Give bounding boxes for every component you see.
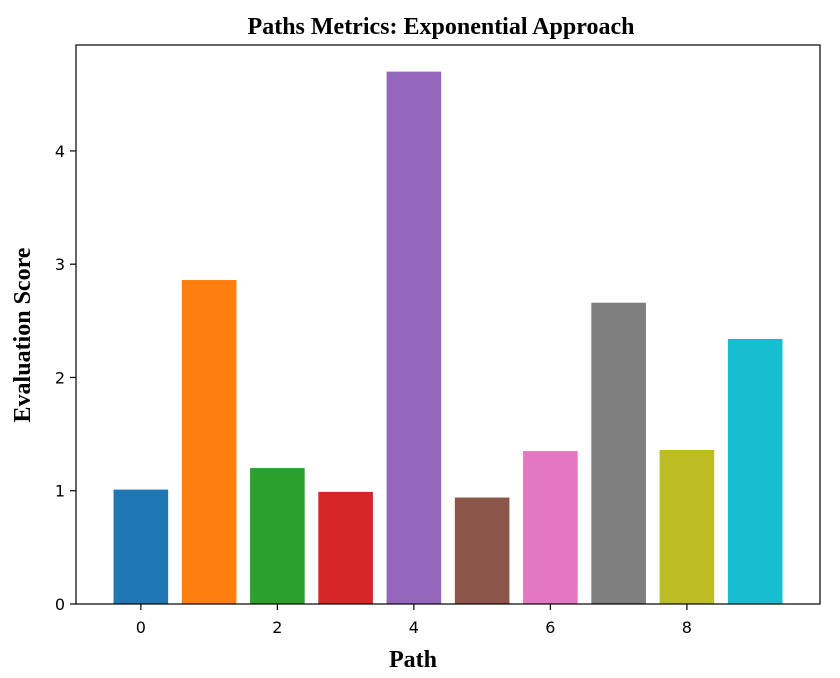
x-axis-ticks: 0 2 4 6 8 bbox=[136, 604, 692, 637]
bar-path-7 bbox=[591, 302, 646, 604]
plot-frame bbox=[75, 44, 821, 605]
bar-path-6 bbox=[523, 451, 578, 604]
chart-title: Paths Metrics: Exponential Approach bbox=[248, 14, 635, 40]
y-tick-label-0: 0 bbox=[55, 595, 65, 614]
y-tick-label-2: 2 bbox=[55, 368, 65, 387]
x-tick-label-8: 8 bbox=[682, 618, 692, 637]
y-axis-ticks: 0 1 2 3 4 bbox=[55, 142, 76, 614]
bar-path-4 bbox=[386, 71, 442, 605]
y-tick-label-3: 3 bbox=[55, 255, 65, 274]
y-axis-label: Evaluation Score bbox=[10, 247, 36, 422]
bar-path-3 bbox=[318, 491, 373, 604]
bar-path-0 bbox=[113, 489, 169, 604]
x-tick-label-0: 0 bbox=[136, 618, 146, 637]
bar-path-5 bbox=[454, 497, 510, 604]
y-tick-label-1: 1 bbox=[55, 482, 65, 501]
x-tick-label-6: 6 bbox=[545, 618, 555, 637]
bar-path-8 bbox=[659, 449, 715, 604]
bar-path-9 bbox=[727, 338, 783, 604]
x-axis-label: Path bbox=[389, 647, 437, 673]
x-tick-label-2: 2 bbox=[272, 618, 282, 637]
bar-path-2 bbox=[250, 468, 305, 604]
x-tick-label-4: 4 bbox=[409, 618, 419, 637]
y-tick-label-4: 4 bbox=[55, 142, 65, 161]
bar-path-1 bbox=[181, 280, 237, 604]
bars-group bbox=[113, 71, 783, 605]
